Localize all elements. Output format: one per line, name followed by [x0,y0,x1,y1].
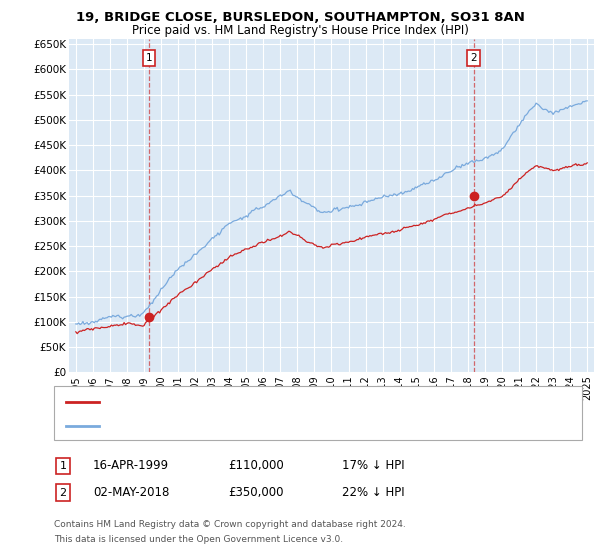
Text: HPI: Average price, detached house, Eastleigh: HPI: Average price, detached house, East… [105,421,346,431]
Text: 16-APR-1999: 16-APR-1999 [93,459,169,473]
Text: 1: 1 [59,461,67,471]
Text: 19, BRIDGE CLOSE, BURSLEDON, SOUTHAMPTON, SO31 8AN: 19, BRIDGE CLOSE, BURSLEDON, SOUTHAMPTON… [76,11,524,24]
Text: Contains HM Land Registry data © Crown copyright and database right 2024.: Contains HM Land Registry data © Crown c… [54,520,406,529]
Text: 2: 2 [59,488,67,498]
Text: 22% ↓ HPI: 22% ↓ HPI [342,486,404,500]
Text: This data is licensed under the Open Government Licence v3.0.: This data is licensed under the Open Gov… [54,535,343,544]
Text: 1: 1 [146,53,152,63]
Text: 17% ↓ HPI: 17% ↓ HPI [342,459,404,473]
Text: 2: 2 [470,53,477,63]
Text: 19, BRIDGE CLOSE, BURSLEDON, SOUTHAMPTON, SO31 8AN (detached house): 19, BRIDGE CLOSE, BURSLEDON, SOUTHAMPTON… [105,396,515,407]
Text: £110,000: £110,000 [228,459,284,473]
Text: Price paid vs. HM Land Registry's House Price Index (HPI): Price paid vs. HM Land Registry's House … [131,24,469,36]
Text: £350,000: £350,000 [228,486,284,500]
Text: 02-MAY-2018: 02-MAY-2018 [93,486,169,500]
